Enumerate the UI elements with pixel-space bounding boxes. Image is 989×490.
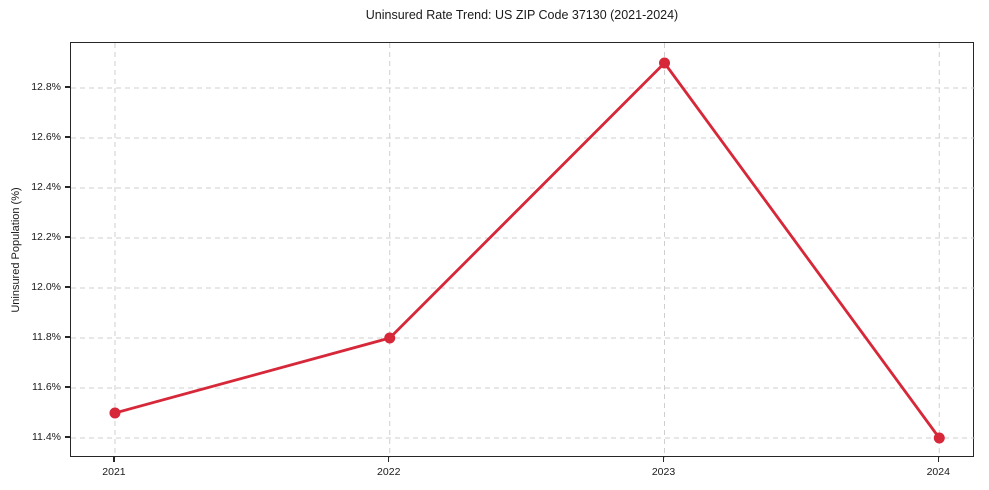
y-tick-label: 11.8%: [32, 331, 61, 343]
plot-area: [70, 42, 975, 458]
y-tick-label: 12.6%: [31, 131, 61, 143]
y-tick-label: 11.6%: [32, 381, 61, 393]
x-tick-label: 2023: [651, 466, 676, 478]
y-tick-label: 12.8%: [31, 81, 61, 93]
chart-title: Uninsured Rate Trend: US ZIP Code 37130 …: [365, 8, 679, 22]
y-tick-label: 12.2%: [31, 231, 61, 243]
y-tick-mark: [65, 86, 70, 88]
y-tick-mark: [65, 336, 70, 338]
y-tick-mark: [65, 186, 70, 188]
y-tick-mark: [65, 136, 70, 138]
y-tick-mark: [65, 286, 70, 288]
x-tick-mark: [937, 457, 940, 462]
x-tick-mark: [662, 457, 665, 462]
x-tick-label: 2021: [102, 466, 126, 478]
y-tick-mark: [65, 386, 70, 388]
data-point-2022: [384, 332, 396, 344]
y-tick-label: 12.0%: [31, 281, 61, 293]
data-point-2021: [109, 407, 121, 419]
data-point-2023: [659, 57, 671, 69]
y-tick-mark: [65, 236, 70, 238]
series-layer: [109, 57, 945, 444]
x-tick-mark: [113, 457, 115, 462]
gridlines-layer: [71, 43, 975, 458]
y-tick-mark: [65, 436, 70, 438]
y-tick-label: 11.4%: [32, 431, 61, 443]
x-tick-mark: [387, 457, 390, 462]
x-tick-label: 2022: [377, 466, 401, 478]
x-tick-label: 2024: [926, 466, 950, 478]
plot-svg: [71, 43, 975, 458]
data-point-2024: [933, 432, 945, 444]
trend-line: [113, 61, 941, 440]
y-tick-label: 12.4%: [31, 181, 61, 193]
